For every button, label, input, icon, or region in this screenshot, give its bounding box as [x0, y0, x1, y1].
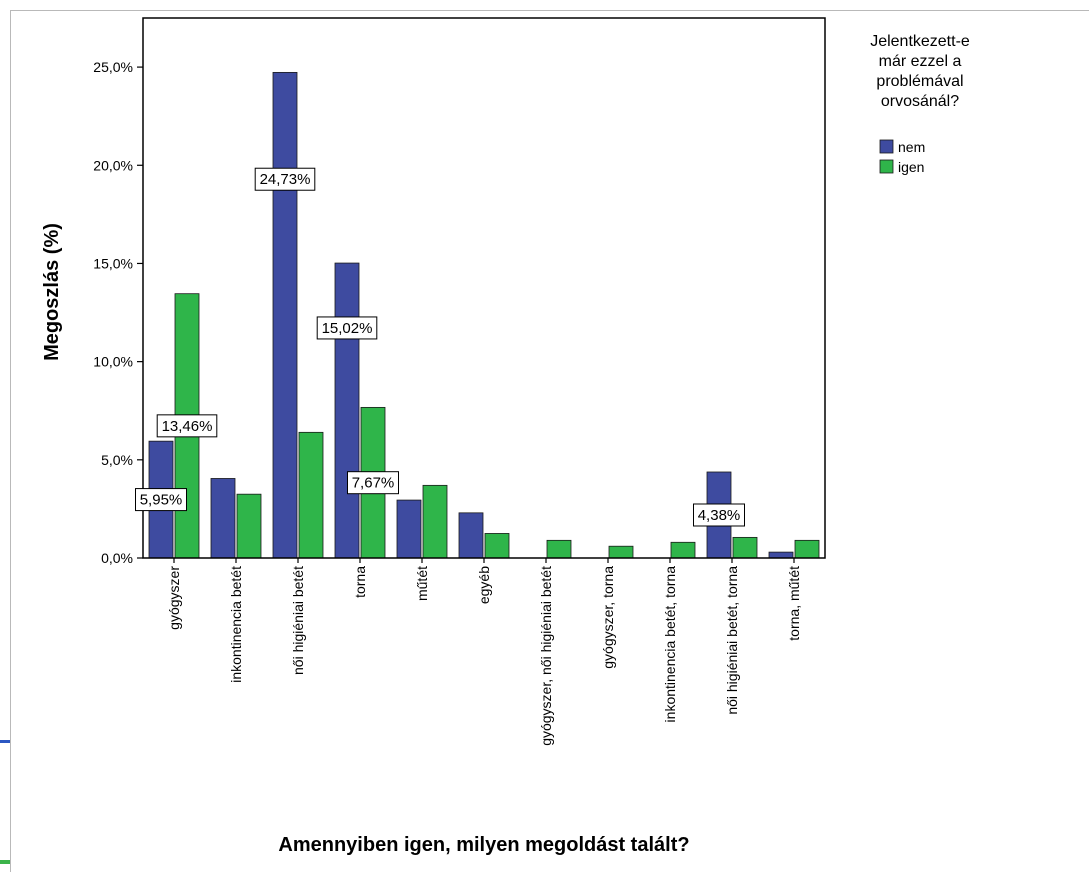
legend-title-line: már ezzel a [879, 53, 962, 70]
legend-title-line: problémával [876, 73, 963, 90]
x-category-label: torna, műtét [786, 566, 802, 641]
legend-swatch-igen [879, 159, 894, 174]
legend-label-nem: nem [898, 139, 925, 155]
bar-igen-9 [732, 536, 758, 559]
x-axis-title: Amennyiben igen, milyen megoldást talált… [278, 834, 689, 856]
bar-nem-3 [334, 262, 360, 559]
y-tick-label: 10,0% [93, 354, 133, 370]
bar-nem-5 [458, 512, 484, 559]
bar-nem-4 [396, 499, 422, 559]
data-label-box [156, 414, 218, 438]
y-axis: 0,0% 5,0% 10,0% 15,0% 20,0% 25,0% [93, 59, 143, 566]
legend-title-line: Jelentkezett-e [870, 33, 970, 50]
y-tick-label: 25,0% [93, 59, 133, 75]
x-axis: gyógyszer inkontinencia betét női higiénia… [166, 558, 802, 746]
x-category-label: egyéb [476, 566, 492, 604]
y-tick-label: 5,0% [101, 452, 133, 468]
y-tick-label: 0,0% [101, 550, 133, 566]
bar-igen-4 [422, 484, 448, 559]
data-label-box [135, 488, 187, 512]
legend-title-line: orvosánál? [881, 93, 959, 110]
data-label-box [316, 316, 378, 340]
frame-left-border [10, 10, 11, 872]
bar-nem-2 [272, 71, 298, 559]
y-tick-label: 15,0% [93, 255, 133, 271]
bar-nem-1 [210, 478, 236, 559]
x-category-label: gyógyszer, női higiéniai betét [538, 566, 554, 746]
data-label: 24,73% [260, 171, 311, 188]
bar-igen-7 [608, 545, 634, 559]
data-label-box [347, 471, 399, 495]
data-label-box [254, 167, 316, 191]
left-edge-green-mark [0, 860, 10, 864]
x-category-label: női higiéniai betét, torna [724, 566, 740, 715]
legend-swatch-nem [879, 139, 894, 154]
bars-layer [148, 71, 820, 559]
y-axis-title: Megoszlás (%) [41, 223, 63, 361]
data-label-box [693, 503, 745, 527]
x-category-label: női higiéniai betét [290, 566, 306, 675]
x-category-label: műtét [414, 566, 430, 601]
bar-igen-1 [236, 493, 262, 559]
x-category-label: inkontinencia betét, torna [662, 566, 678, 723]
x-category-label: gyógyszer, torna [600, 566, 616, 669]
x-category-label: gyógyszer [166, 566, 182, 630]
data-label: 13,46% [162, 418, 213, 435]
data-label: 4,38% [698, 507, 741, 524]
y-tick-label: 20,0% [93, 157, 133, 173]
x-category-label: inkontinencia betét [228, 566, 244, 683]
x-category-label: torna [352, 566, 368, 598]
legend-label-igen: igen [898, 159, 924, 175]
left-edge-blue-mark [0, 740, 10, 743]
legend: Jelentkezett-e már ezzel a problémával orvo… [870, 33, 970, 175]
bar-igen-8 [670, 541, 696, 559]
data-label: 15,02% [322, 320, 373, 337]
data-labels-layer: 5,95% 13,46% 24,73% 15,02% 7,67% 4,38% [135, 167, 745, 527]
bar-igen-2 [298, 431, 324, 559]
frame-top-border [10, 10, 1089, 11]
bar-igen-10 [794, 539, 820, 559]
data-label: 7,67% [352, 475, 395, 492]
bar-igen-5 [484, 533, 510, 559]
data-label: 5,95% [140, 492, 183, 509]
bar-nem-10 [768, 551, 794, 559]
bar-igen-6 [546, 539, 572, 559]
